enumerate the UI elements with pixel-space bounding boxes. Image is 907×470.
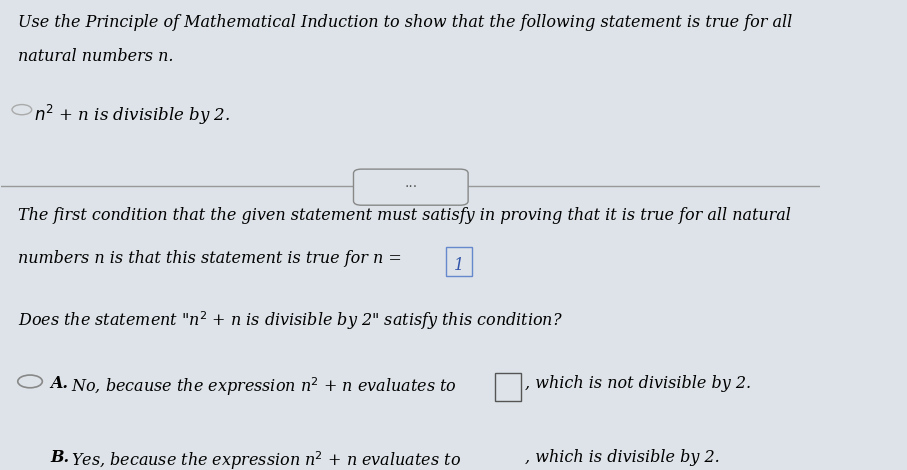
Text: , which is divisible by 2.: , which is divisible by 2. xyxy=(525,449,720,466)
FancyBboxPatch shape xyxy=(354,169,468,205)
Circle shape xyxy=(23,452,37,460)
Text: , which is not divisible by 2.: , which is not divisible by 2. xyxy=(525,375,752,392)
Text: 1: 1 xyxy=(454,258,464,274)
Text: natural numbers n.: natural numbers n. xyxy=(18,48,173,65)
Text: Use the Principle of Mathematical Induction to show that the following statement: Use the Principle of Mathematical Induct… xyxy=(18,14,792,31)
Text: numbers n is that this statement is true for n =: numbers n is that this statement is true… xyxy=(18,250,406,267)
Text: Yes, because the expression n$^2$ + n evaluates to: Yes, because the expression n$^2$ + n ev… xyxy=(71,449,461,470)
Text: No, because the expression n$^2$ + n evaluates to: No, because the expression n$^2$ + n eva… xyxy=(71,375,457,398)
Text: Does the statement "n$^2$ + n is divisible by 2" satisfy this condition?: Does the statement "n$^2$ + n is divisib… xyxy=(18,309,562,332)
Text: $n^2$ + n is divisible by 2.: $n^2$ + n is divisible by 2. xyxy=(34,103,230,127)
FancyBboxPatch shape xyxy=(495,447,522,470)
Text: A.: A. xyxy=(51,375,69,392)
FancyBboxPatch shape xyxy=(495,373,522,401)
Text: ···: ··· xyxy=(405,180,417,195)
FancyBboxPatch shape xyxy=(446,247,473,276)
Text: B.: B. xyxy=(51,449,70,466)
Text: The first condition that the given statement must satisfy in proving that it is : The first condition that the given state… xyxy=(18,207,791,224)
